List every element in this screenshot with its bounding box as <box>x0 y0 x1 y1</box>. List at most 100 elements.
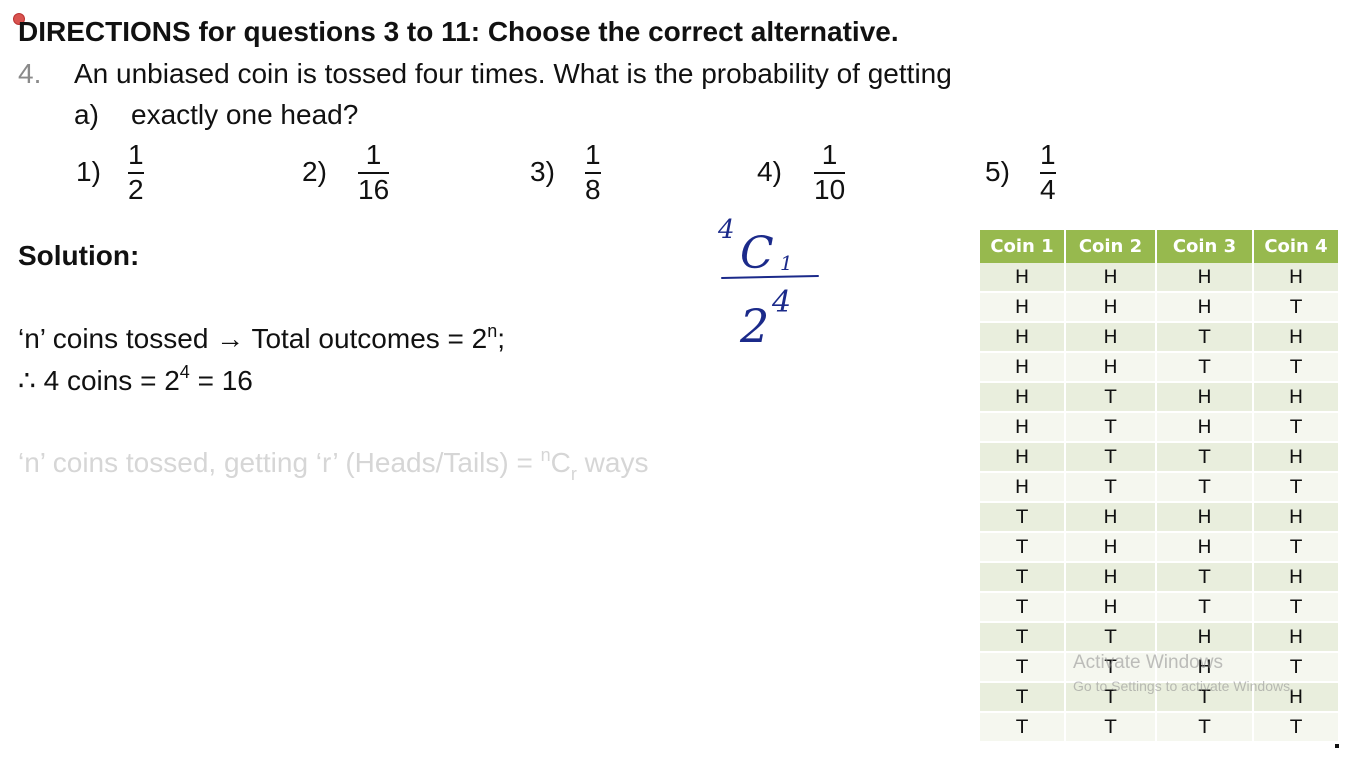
table-cell: H <box>1065 562 1157 593</box>
solution-line-combinations: ‘n’ coins tossed, getting ‘r’ (Heads/Tai… <box>18 445 649 484</box>
table-cell: H <box>1065 352 1157 383</box>
option-1-numerator: 1 <box>128 139 144 170</box>
option-2-numerator: 1 <box>365 139 382 170</box>
table-cell: H <box>1065 263 1157 293</box>
table-cell: H <box>980 322 1066 353</box>
table-cell: T <box>1156 562 1254 593</box>
fraction-bar <box>128 172 144 174</box>
option-3-denominator: 8 <box>585 174 601 205</box>
table-cell: T <box>1253 292 1338 323</box>
table-cell: T <box>1065 622 1157 653</box>
solution-line3-c: C <box>550 447 571 478</box>
solution-line1-exponent: n <box>487 321 498 341</box>
table-cell: T <box>980 652 1066 683</box>
table-cell: T <box>1065 412 1157 443</box>
handwritten-c: C <box>740 228 774 279</box>
table-cell: T <box>1156 712 1254 743</box>
watermark-subtitle: Go to Settings to activate Windows. <box>1073 678 1294 694</box>
option-2-label: 2) <box>302 156 327 187</box>
table-cell: T <box>980 712 1066 743</box>
option-5-numerator: 1 <box>1040 139 1056 170</box>
table-cell: T <box>1156 352 1254 383</box>
table-cell: T <box>980 532 1066 563</box>
table-cell: T <box>980 682 1066 713</box>
solution-line3-subscript: r <box>570 464 577 484</box>
table-cell: T <box>980 562 1066 593</box>
table-cell: T <box>1156 442 1254 473</box>
table-cell: T <box>1253 412 1338 443</box>
table-cell: H <box>1065 322 1157 353</box>
option-1-label: 1) <box>76 156 101 187</box>
option-4-fraction: 1 10 <box>814 141 846 204</box>
table-cell: H <box>1065 292 1157 323</box>
table-cell: T <box>1065 712 1157 743</box>
table-cell: H <box>1253 263 1338 293</box>
table-cell: T <box>1253 712 1338 743</box>
table-cell: T <box>1156 682 1254 713</box>
fraction-bar <box>585 172 601 174</box>
table-cell: T <box>1156 472 1254 503</box>
table-cell: H <box>1156 263 1254 293</box>
table-cell: H <box>1156 292 1254 323</box>
handwritten-sub-1: 1 <box>780 251 793 275</box>
handwritten-fraction: 4 C 1 2 4 <box>717 215 819 353</box>
handwritten-exponent-4: 4 <box>771 285 791 320</box>
table-cell: H <box>1156 532 1254 563</box>
table-cell: H <box>980 382 1066 413</box>
table-cell: H <box>980 412 1066 443</box>
table-cell: H <box>1253 562 1338 593</box>
table-cell: T <box>1253 352 1338 383</box>
table-cell: H <box>1156 652 1254 683</box>
question-number: 4. <box>18 58 42 89</box>
solution-line3-end: ways <box>576 447 649 478</box>
table-cell: T <box>1253 652 1338 683</box>
table-cell: T <box>980 622 1066 653</box>
table-cell: H <box>980 472 1066 503</box>
option-2-denominator: 16 <box>358 174 390 205</box>
option-5-denominator: 4 <box>1040 174 1056 205</box>
table-cell: H <box>1065 532 1157 563</box>
table-header-row: Coin 1 Coin 2 Coin 3 Coin 4 <box>980 230 1338 263</box>
table-cell: H <box>980 442 1066 473</box>
solution-line2-end: = 16 <box>189 365 253 396</box>
table-cell: T <box>980 592 1066 623</box>
option-3-label: 3) <box>530 156 555 187</box>
table-cell: H <box>1253 502 1338 533</box>
subquestion-text: exactly one head? <box>131 99 359 130</box>
question-text: An unbiased coin is tossed four times. W… <box>74 58 952 89</box>
table-cell: H <box>1253 322 1338 353</box>
table-cell: H <box>1253 622 1338 653</box>
solution-line3-text: ‘n’ coins tossed, getting ‘r’ (Heads/Tai… <box>18 447 541 478</box>
table-cell: T <box>1065 442 1157 473</box>
handwritten-2: 2 <box>739 299 769 353</box>
option-3-fraction: 1 8 <box>585 141 601 204</box>
table-cell: T <box>1065 382 1157 413</box>
option-1-fraction: 1 2 <box>128 141 144 204</box>
table-cell: H <box>1065 592 1157 623</box>
record-indicator-icon <box>14 14 24 24</box>
solution-line-four-coins: ∴ 4 coins = 24 = 16 <box>18 362 253 397</box>
column-header: Coin 3 <box>1156 230 1254 263</box>
fraction-bar <box>358 172 390 174</box>
table-cell: T <box>1065 472 1157 503</box>
table-cell: T <box>980 502 1066 533</box>
table-cell: H <box>1156 502 1254 533</box>
table-cell: H <box>1253 382 1338 413</box>
table-cell: T <box>1065 652 1157 683</box>
solution-heading: Solution: <box>18 240 140 271</box>
handwritten-fraction-bar <box>721 275 819 279</box>
solution-line1-text: ‘n’ coins tossed → Total outcomes = 2 <box>18 323 488 354</box>
option-2-fraction: 1 16 <box>358 139 390 205</box>
